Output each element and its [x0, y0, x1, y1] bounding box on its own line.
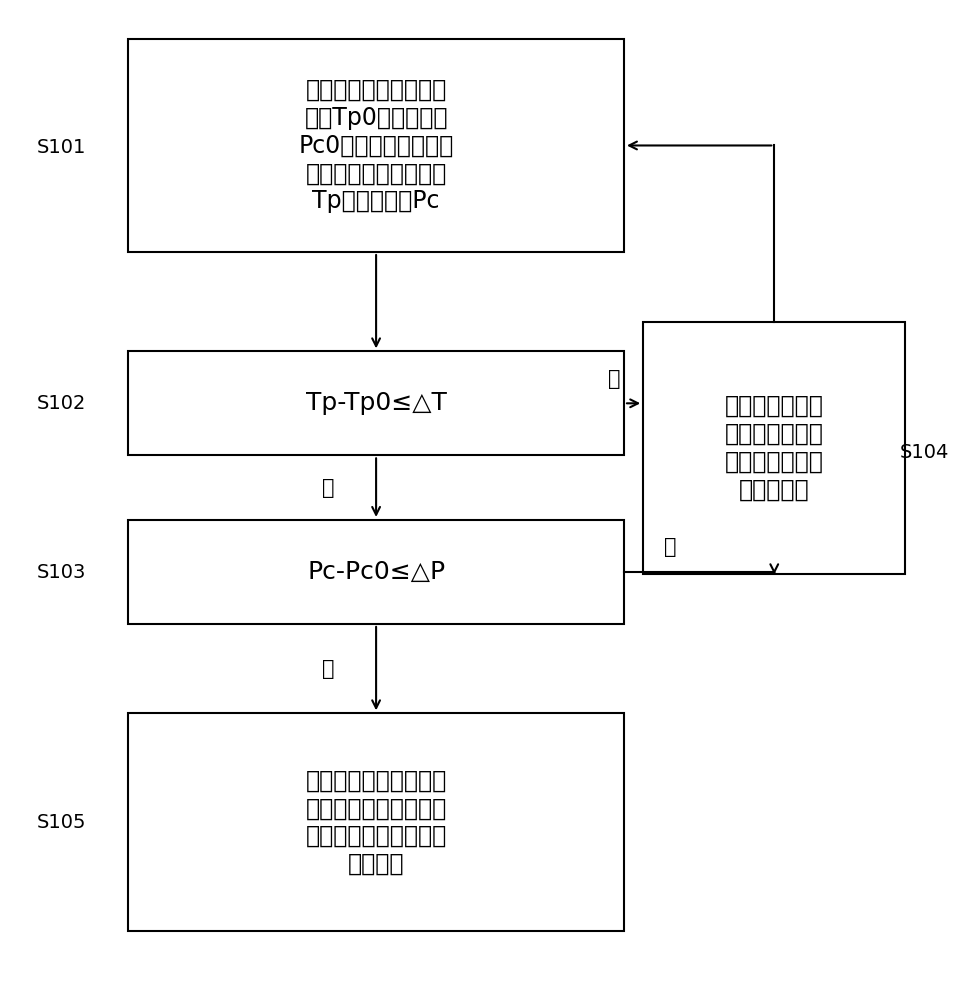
Text: 冷媒罐出现冷媒缺失，
控制充注阀关闭，同时
发出提示更换冷媒罐的
提示信息: 冷媒罐出现冷媒缺失， 控制充注阀关闭，同时 发出提示更换冷媒罐的 提示信息	[306, 769, 446, 876]
Bar	[128, 520, 624, 624]
Text: Tp-Tp0≤△T: Tp-Tp0≤△T	[306, 391, 446, 415]
Bar	[128, 351, 624, 455]
Text: Pc-Pc0≤△P: Pc-Pc0≤△P	[307, 560, 445, 584]
Text: S104: S104	[899, 443, 949, 462]
Text: 否: 否	[664, 537, 677, 557]
Text: 充注阀保持打开
状态，以继续进
行冷媒充注，直
至充注完成: 充注阀保持打开 状态，以继续进 行冷媒充注，直 至充注完成	[724, 394, 823, 502]
Text: S103: S103	[37, 563, 86, 582]
Text: 检测冷媒充注前的排气
温度Tp0和排气压力
Pc0，并实时检测冷媒
充注过程中的排气温度
Tp和排气压力Pc: 检测冷媒充注前的排气 温度Tp0和排气压力 Pc0，并实时检测冷媒 充注过程中的…	[298, 78, 454, 213]
Bar	[128, 713, 624, 931]
Text: S102: S102	[37, 394, 86, 413]
Bar	[643, 322, 904, 574]
Text: 是: 是	[322, 478, 334, 498]
Text: S101: S101	[37, 138, 86, 157]
Text: S105: S105	[37, 813, 86, 832]
Text: 是: 是	[322, 659, 334, 679]
Bar	[128, 39, 624, 252]
Text: 否: 否	[607, 369, 620, 389]
